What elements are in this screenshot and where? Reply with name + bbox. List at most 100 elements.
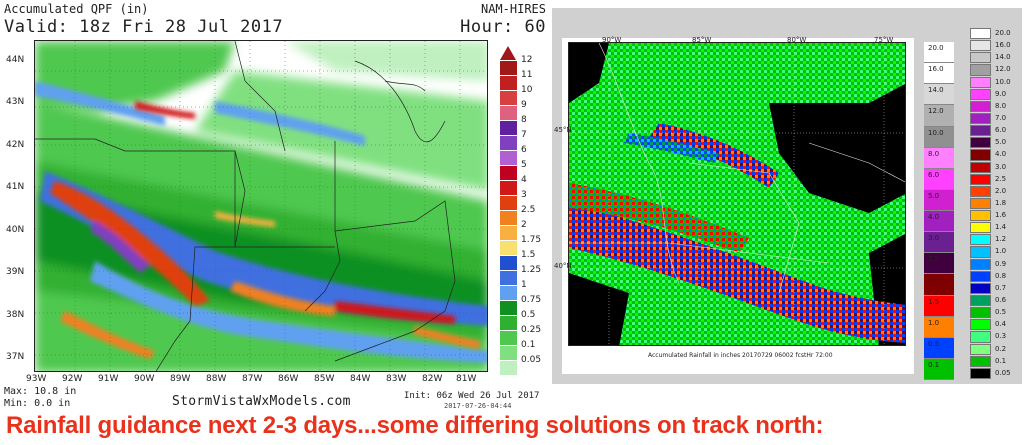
right-legend-swatch (924, 189, 954, 211)
right-key-swatch (970, 343, 991, 355)
right-key-label: 8.0 (995, 101, 1007, 110)
right-legend-swatch (924, 337, 954, 359)
right-key-label: 0.6 (995, 296, 1007, 305)
left-scale-label: 3 (521, 190, 527, 200)
right-key-label: 4.0 (995, 150, 1007, 159)
left-scale-top-arrow (500, 46, 516, 60)
left-scale-label: 1.25 (521, 265, 542, 275)
headline-caption: Rainfall guidance next 2-3 days...some d… (6, 412, 824, 439)
right-key-swatch (970, 307, 991, 319)
right-key-label: 0.4 (995, 320, 1007, 329)
right-key-label: 0.2 (995, 344, 1007, 353)
lon-label: 87W (242, 374, 263, 384)
lat-label: 44N (6, 55, 25, 65)
right-key-swatch (970, 246, 991, 258)
right-key-label: 0.05 (995, 368, 1011, 377)
left-scale-label: 10 (521, 85, 533, 95)
right-legend-label: 20.0 (928, 44, 944, 52)
right-key-label: 0.7 (995, 283, 1007, 292)
right-lon-label: 75°W (874, 36, 894, 44)
right-legend-swatch (924, 211, 954, 233)
left-scale-label: 7 (521, 130, 527, 140)
right-key-swatch (970, 40, 991, 52)
left-scale-label: 12 (521, 55, 533, 65)
right-rainfall-panel: 90°W 85°W 80°W 75°W 45°N 40°N Accumulate… (552, 8, 1022, 384)
lat-label: 42N (6, 140, 25, 150)
right-legend-label: 1.5 (928, 297, 940, 306)
right-legend-label: 6.0 (928, 170, 940, 179)
right-legend-swatch (924, 105, 954, 127)
lon-label: 91W (98, 374, 119, 384)
right-legend-swatch (924, 253, 954, 275)
right-key-swatch (970, 137, 991, 149)
left-scale-label: 0.5 (521, 310, 536, 320)
max-value: Max: 10.8 in (4, 386, 77, 397)
right-legend-swatch (924, 274, 954, 296)
right-legend-label: 12.0 (928, 107, 944, 116)
left-scale-swatch (500, 240, 517, 255)
right-key-swatch (970, 197, 991, 210)
left-scale-label: 8 (521, 115, 527, 125)
right-legend-swatch (924, 232, 954, 254)
right-key-label: 1.4 (995, 223, 1007, 232)
right-legend-label: 1.0 (928, 318, 940, 327)
left-scale-swatch (500, 60, 517, 75)
right-key-swatch (970, 367, 991, 379)
lon-label: 92W (62, 374, 83, 384)
lon-label: 82W (422, 374, 443, 384)
right-legend-label: 2.5 (928, 255, 940, 264)
right-key-swatch (970, 64, 991, 76)
right-legend-swatch (924, 63, 954, 85)
right-key-label: 0.9 (995, 259, 1007, 268)
right-legend-label: 5.0 (928, 191, 940, 200)
left-scale-swatch (500, 300, 517, 315)
left-header-hour: Hour: 60 (460, 17, 546, 37)
right-key-swatch (970, 28, 991, 40)
left-scale-swatch (500, 120, 517, 135)
lon-label: 85W (314, 374, 335, 384)
left-precip-map (34, 40, 488, 372)
left-scale-swatch (500, 270, 517, 285)
right-key-label: 0.3 (995, 332, 1007, 341)
right-lat-label: 40°N (554, 262, 572, 270)
left-scale-label: 9 (521, 100, 527, 110)
lat-label: 38N (6, 310, 25, 320)
lat-label: 39N (6, 267, 25, 277)
left-scale-swatch (500, 135, 517, 150)
left-header-model: NAM-HIRES (480, 2, 546, 16)
right-key-label: 1.8 (995, 198, 1007, 207)
right-key-label: 2.5 (995, 174, 1007, 183)
right-key-label: 0.5 (995, 308, 1007, 317)
right-key-label: 1.6 (995, 211, 1007, 220)
right-legend-bar (924, 42, 954, 380)
left-scale-swatch (500, 225, 517, 240)
right-lon-label: 80°W (787, 36, 807, 44)
lon-label: 83W (386, 374, 407, 384)
lat-label: 41N (6, 182, 25, 192)
right-key-label: 10.0 (995, 77, 1011, 86)
right-lon-label: 90°W (602, 36, 622, 44)
right-precip-map (568, 42, 906, 346)
right-key-swatch (970, 331, 991, 343)
right-key-swatch (970, 234, 991, 246)
left-qpf-panel: Accumulated QPF (in) Valid: 18z Fri 28 J… (0, 0, 550, 412)
right-key-swatch (970, 100, 991, 112)
right-legend-label: 3.0 (928, 234, 940, 243)
right-legend-swatch (924, 358, 954, 380)
left-scale-swatch (500, 330, 517, 345)
left-scale-swatch (500, 255, 517, 270)
lat-label: 40N (6, 225, 25, 235)
right-map-caption: Accumulated Rainfall in inches 20170729 … (648, 352, 833, 359)
right-key-label: 16.0 (995, 41, 1011, 50)
right-key-swatch (970, 355, 991, 367)
lat-label: 43N (6, 97, 25, 107)
left-scale-swatch (500, 195, 517, 210)
init-time: Init: 06z Wed 26 Jul 2017 (404, 391, 540, 401)
right-key-swatch (970, 222, 991, 234)
left-scale-label: 1.5 (521, 250, 536, 260)
right-legend-label: 4.0 (928, 213, 940, 221)
left-scale-swatch (500, 285, 517, 300)
right-key-swatch (970, 282, 991, 295)
right-key-swatch (970, 295, 991, 307)
lon-label: 89W (170, 374, 191, 384)
